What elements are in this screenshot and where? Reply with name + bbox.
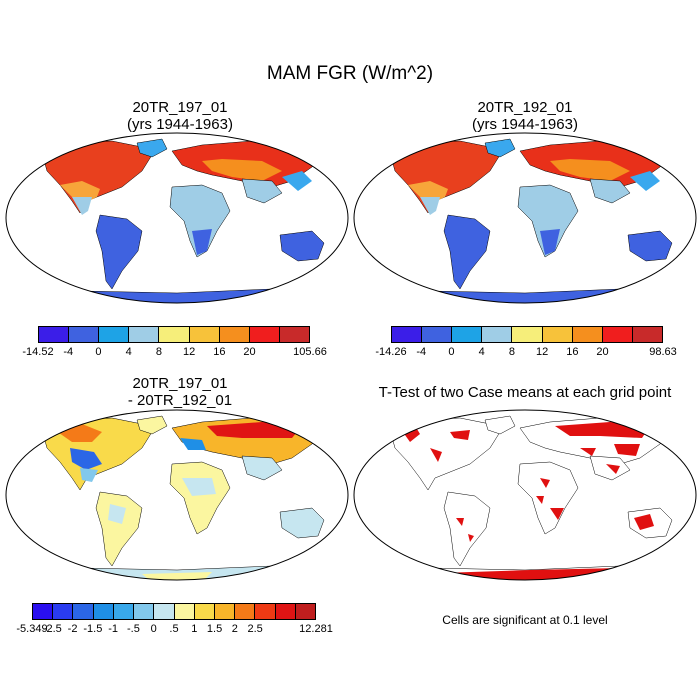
colorbar-label: 98.63: [649, 346, 677, 358]
south-america: [95, 214, 143, 290]
colorbar-swatch: [279, 327, 309, 342]
colorbar-label: -14.52: [22, 346, 54, 358]
colorbar-label: 8: [508, 346, 515, 358]
colorbar-swatch: [452, 327, 483, 342]
panel-subtitle-line: - 20TR_192_01: [127, 392, 233, 409]
colorbar-swatch: [113, 604, 135, 619]
colorbar-swatch: [159, 327, 190, 342]
panel-title-line: T-Test of two Case means at each grid po…: [378, 384, 672, 401]
panel-title-line: 20TR_197_01: [132, 375, 228, 392]
colorbar-label: 2: [231, 623, 238, 635]
panel-title-top-right: 20TR_192_01 (yrs 1944-1963): [355, 99, 695, 133]
map-bottom-right: [353, 409, 697, 581]
colorbar-swatch: [235, 604, 256, 619]
colorbar-label: 4: [478, 346, 485, 358]
colorbar-label: 8: [155, 346, 162, 358]
colorbar-swatch: [53, 604, 74, 619]
colorbar-label: -2.5: [42, 623, 62, 635]
colorbar-swatch: [275, 604, 296, 619]
colorbar-label: 4: [125, 346, 132, 358]
colorbar-label: 0: [150, 623, 157, 635]
colorbar-top-right: [391, 326, 663, 343]
colorbar-swatch: [422, 327, 453, 342]
colorbar-label: -.5: [127, 623, 140, 635]
colorbar-swatch: [602, 327, 633, 342]
colorbar-swatch: [69, 327, 100, 342]
colorbar-label: 0: [95, 346, 102, 358]
colorbar-labels-top-left: -14.52 -4 0 4 8 12 16 20 105.66: [22, 346, 326, 360]
colorbar-top-left: [38, 326, 310, 343]
colorbar-swatch: [129, 327, 160, 342]
colorbar-label: -5.349: [16, 623, 48, 635]
north-america: [41, 140, 153, 214]
greenland: [136, 138, 168, 158]
colorbar-swatch: [93, 604, 114, 619]
colorbar-label: 2.5: [247, 623, 263, 635]
map-bottom-left: [5, 409, 349, 581]
colorbar-swatch: [194, 604, 215, 619]
panel-subtitle-line: (yrs 1944-1963): [127, 116, 233, 133]
colorbar-swatch: [542, 327, 573, 342]
colorbar-label: -4: [63, 346, 74, 358]
colorbar-label: 12: [535, 346, 549, 358]
colorbar-swatch: [214, 604, 236, 619]
colorbar-swatch: [39, 327, 70, 342]
colorbar-labels-bottom-left: -5.349 -2.5 -2 -1.5 -1 -.5 0 .5 1 1.5 2 2.5 12.281: [16, 623, 332, 637]
significance-note: Cells are significant at 0.1 level: [442, 613, 608, 627]
panel-title-line: 20TR_192_01: [477, 99, 573, 116]
colorbar-labels-top-right: -14.26 -4 0 4 8 12 16 20 98.63: [375, 346, 676, 360]
colorbar-label: 1: [191, 623, 198, 635]
colorbar-label: 12: [182, 346, 196, 358]
colorbar-swatch: [572, 327, 603, 342]
panel-title-top-left: 20TR_197_01 (yrs 1944-1963): [10, 99, 350, 133]
colorbar-label: 0: [448, 346, 455, 358]
colorbar-label: -1.5: [83, 623, 103, 635]
panel-title-line: 20TR_197_01: [132, 99, 228, 116]
colorbar-label: -4: [416, 346, 427, 358]
colorbar-label: 1.5: [206, 623, 223, 635]
colorbar-swatch: [99, 327, 130, 342]
colorbar-label: 20: [596, 346, 609, 358]
colorbar-label: 105.66: [293, 346, 327, 358]
figure-title: MAM FGR (W/m^2): [266, 63, 434, 84]
colorbar-swatch: [295, 604, 316, 619]
colorbar-swatch: [632, 327, 662, 342]
colorbar-swatch: [174, 604, 195, 619]
colorbar-swatch: [189, 327, 220, 342]
colorbar-swatch: [33, 604, 54, 619]
colorbar-swatch: [73, 604, 94, 619]
colorbar-swatch: [255, 604, 276, 619]
colorbar-swatch: [219, 327, 250, 342]
map-top-right: [353, 132, 697, 304]
panel-title-bottom-right: T-Test of two Case means at each grid po…: [355, 384, 695, 401]
colorbar-swatch: [512, 327, 543, 342]
colorbar-swatch: [154, 604, 175, 619]
colorbar-label: 16: [213, 346, 226, 358]
colorbar-label: -14.26: [375, 346, 407, 358]
colorbar-swatch: [134, 604, 155, 619]
colorbar-label: -1: [108, 623, 119, 635]
colorbar-label: 16: [566, 346, 579, 358]
colorbar-bottom-left: [32, 603, 316, 620]
colorbar-label: 20: [243, 346, 256, 358]
colorbar-label: .5: [169, 623, 179, 635]
colorbar-swatch: [392, 327, 423, 342]
colorbar-swatch: [482, 327, 513, 342]
map-top-left: [5, 132, 349, 304]
colorbar-swatch: [249, 327, 280, 342]
colorbar-label: 12.281: [299, 623, 333, 635]
panel-subtitle-line: (yrs 1944-1963): [472, 116, 578, 133]
colorbar-label: -2: [67, 623, 78, 635]
australia: [279, 230, 325, 262]
panel-title-bottom-left: 20TR_197_01 - 20TR_192_01: [10, 375, 350, 409]
